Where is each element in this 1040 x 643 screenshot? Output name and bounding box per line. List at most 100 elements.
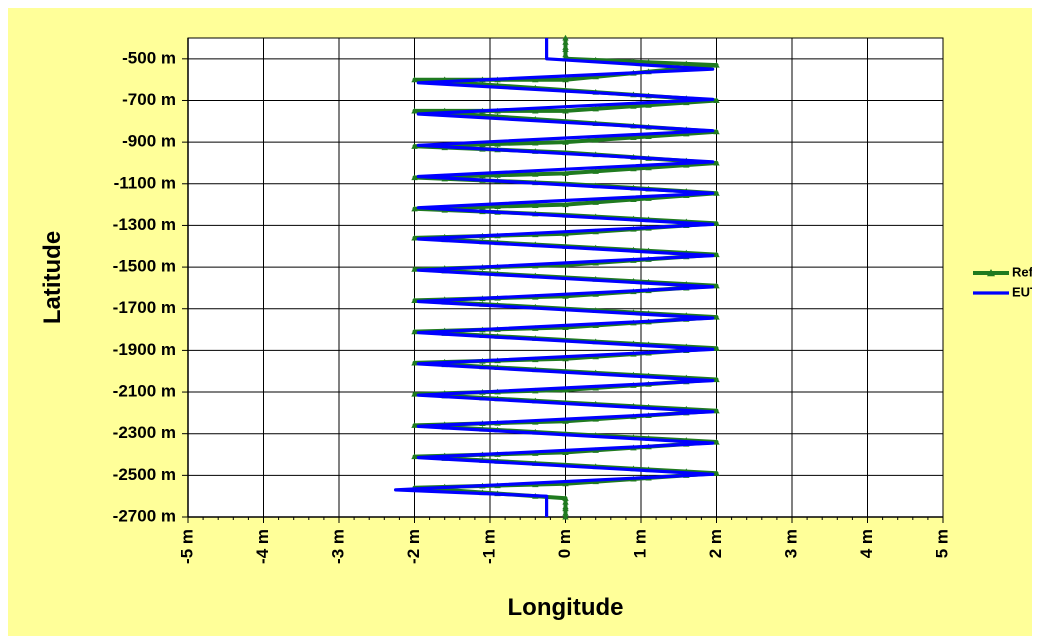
series-marker	[630, 196, 637, 203]
series-marker	[494, 172, 501, 178]
series-marker	[411, 234, 418, 241]
series-marker	[562, 418, 569, 424]
series-marker	[592, 168, 599, 174]
series-marker	[532, 107, 539, 114]
series-marker	[494, 203, 501, 210]
series-marker	[411, 174, 418, 181]
x-tick-label: 3 m	[781, 529, 800, 558]
series-marker	[562, 449, 569, 455]
series-marker	[411, 328, 418, 335]
x-tick-labels: -5 m -4 m -3 m -2 m -1 m 0 m 1 m 2 m 3 m 4 m 5 m	[177, 529, 951, 564]
series-marker	[562, 324, 569, 331]
series-marker	[562, 293, 569, 299]
series-marker	[713, 251, 720, 258]
series-marker	[562, 510, 569, 516]
x-tick-label: -4 m	[253, 529, 272, 564]
legend-label-ref: Ref.	[1012, 264, 1032, 279]
y-tick-label: -700 m	[122, 90, 176, 109]
y-tick-label: -1900 m	[113, 340, 176, 359]
series-marker	[411, 205, 418, 212]
series-marker	[532, 202, 539, 209]
series-marker	[713, 470, 720, 476]
y-tick-label: -900 m	[122, 132, 176, 151]
series-marker	[713, 407, 720, 414]
series-marker	[479, 172, 486, 179]
series-marker	[532, 171, 539, 177]
series-marker	[630, 165, 637, 172]
series-marker	[562, 513, 569, 520]
series-marker	[713, 97, 720, 104]
x-tick-label: 2 m	[706, 529, 725, 558]
x-tick-label: 1 m	[630, 529, 649, 558]
series-marker	[713, 282, 720, 289]
series-marker	[645, 133, 652, 139]
series-marker	[645, 164, 652, 171]
series-marker	[562, 498, 569, 505]
x-axis-title: Longitude	[508, 594, 624, 621]
x-tick-label: 4 m	[857, 529, 876, 558]
series-marker	[562, 46, 569, 53]
y-tick-label: -1700 m	[113, 298, 176, 317]
series-marker	[411, 390, 418, 397]
series-marker	[713, 376, 720, 383]
series-marker	[562, 38, 569, 45]
series-marker	[479, 141, 486, 147]
series-marker	[411, 143, 418, 149]
series-marker	[713, 313, 720, 320]
series-marker	[411, 453, 418, 460]
x-tick-label: 5 m	[932, 529, 951, 558]
series-marker	[713, 159, 720, 166]
series-marker	[713, 438, 720, 445]
series-marker	[562, 201, 569, 208]
series-marker	[645, 59, 652, 65]
series-marker	[713, 220, 720, 226]
series-marker	[562, 76, 569, 83]
series-marker	[411, 297, 418, 303]
y-axis-title: Latitude	[39, 231, 66, 324]
x-tick-label: -5 m	[177, 529, 196, 564]
series-marker	[713, 128, 720, 135]
y-tick-label: -1300 m	[113, 215, 176, 234]
x-tick-label: -3 m	[328, 529, 347, 564]
series-marker	[562, 51, 569, 58]
y-tick-label: -1500 m	[113, 257, 176, 276]
series-marker	[411, 359, 418, 366]
series-marker	[630, 134, 637, 141]
series-eut	[394, 38, 715, 517]
series-marker	[592, 136, 599, 143]
series-marker	[532, 139, 539, 146]
series-marker	[562, 138, 569, 145]
series-marker	[562, 261, 569, 268]
legend-marker-ref	[987, 269, 995, 277]
y-tick-label: -2100 m	[113, 382, 176, 401]
series-marker	[592, 105, 599, 112]
y-tick-labels: -500 m -700 m -900 m -1100 m -1300 m -1500 m -…	[113, 48, 176, 525]
series-marker	[713, 61, 720, 68]
series-marker	[532, 76, 539, 83]
series-marker	[562, 34, 569, 41]
series-marker	[683, 60, 690, 67]
series-marker	[562, 386, 569, 393]
series-marker	[562, 355, 569, 362]
series-marker	[411, 422, 418, 428]
y-tick-label: -1100 m	[114, 173, 176, 192]
series	[394, 34, 720, 520]
y-tick-label: -2300 m	[113, 423, 176, 442]
series-marker	[713, 345, 720, 351]
series-line	[394, 38, 715, 517]
series-marker	[645, 101, 652, 108]
series-marker	[645, 195, 652, 201]
line-chart: -5 m -4 m -3 m -2 m -1 m 0 m 1 m 2 m 3 m 4 m 5 m -…	[39, 34, 1032, 621]
x-tick-label: -2 m	[404, 529, 423, 564]
series-marker	[494, 140, 501, 147]
series-marker	[562, 170, 569, 176]
series-marker	[630, 103, 637, 109]
legend-label-eut: EUT	[1012, 284, 1032, 299]
series-marker	[479, 203, 486, 210]
legend: Ref. EUT	[973, 264, 1032, 299]
series-marker	[562, 505, 569, 512]
series-marker	[411, 265, 418, 272]
x-tick-label: 0 m	[555, 529, 574, 558]
x-tick-label: -1 m	[479, 529, 498, 564]
series-marker	[592, 73, 599, 80]
